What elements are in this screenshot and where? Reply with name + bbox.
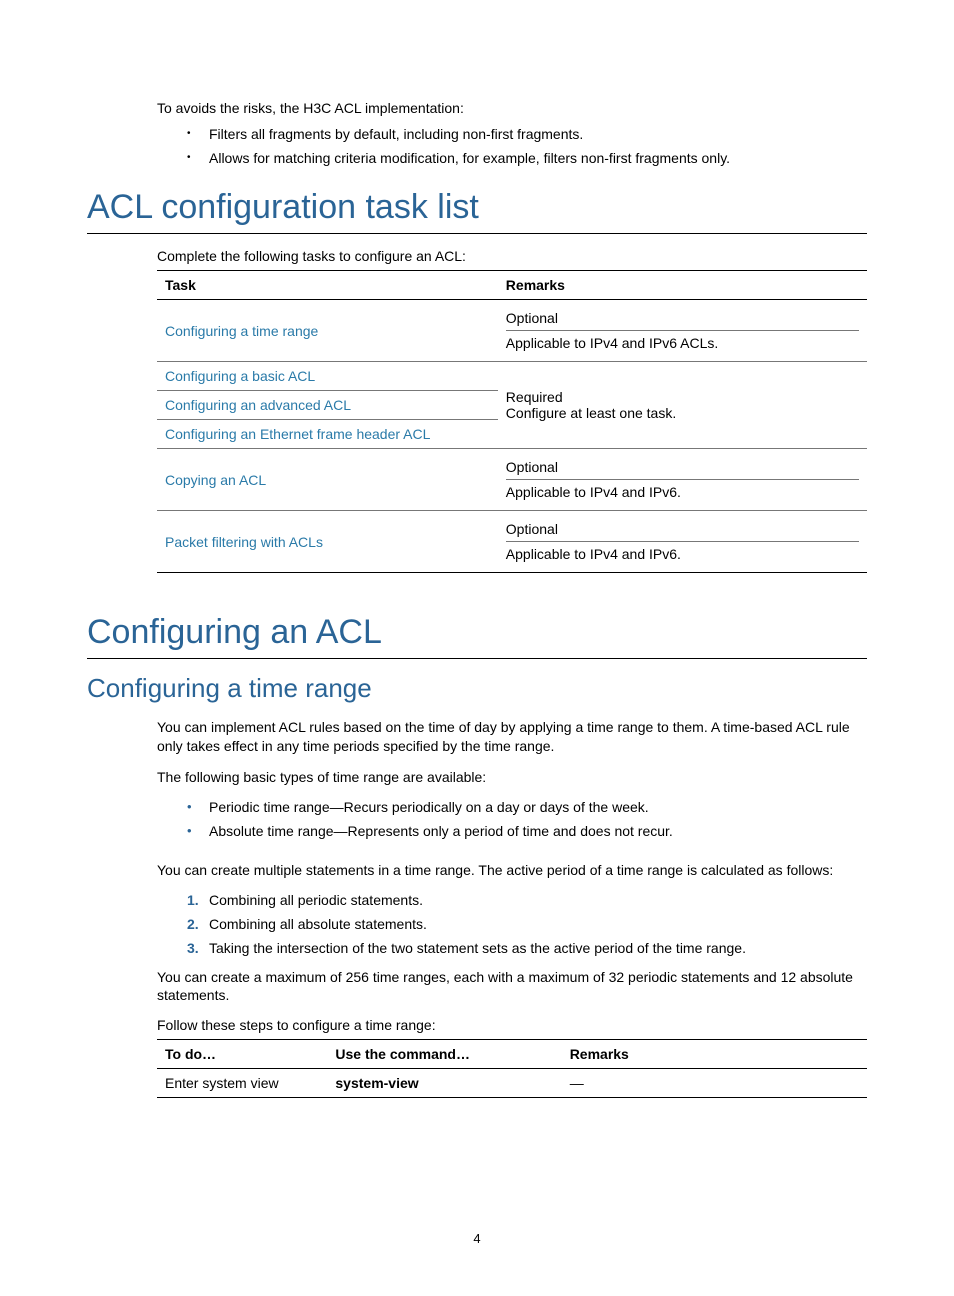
type-bullet: Absolute time range—Represents only a pe… — [187, 823, 867, 839]
task-link[interactable]: Configuring a basic ACL — [157, 362, 498, 391]
task-remarks: Optional Applicable to IPv4 and IPv6. — [498, 511, 867, 573]
task-link[interactable]: Configuring an advanced ACL — [157, 391, 498, 420]
body-paragraph: You can create multiple statements in a … — [157, 861, 867, 880]
remark-line: Applicable to IPv4 and IPv6 ACLs. — [506, 330, 859, 355]
intro-bullet: Filters all fragments by default, includ… — [187, 126, 867, 142]
task-link[interactable]: Configuring a time range — [157, 300, 498, 362]
table-row: Enter system view system-view — — [157, 1069, 867, 1098]
remark-line: Configure at least one task. — [506, 405, 676, 421]
step-item: 2. Combining all absolute statements. — [187, 916, 867, 932]
table-row: Configuring a time range Optional Applic… — [157, 300, 867, 362]
steps-list: 1. Combining all periodic statements. 2. C… — [187, 892, 867, 956]
step-text: Taking the intersection of the two state… — [209, 940, 746, 956]
page-number: 4 — [0, 1231, 954, 1246]
remark-line: Optional — [506, 306, 859, 330]
subheading-time-range: Configuring a time range — [87, 673, 867, 704]
cmd-col-remarks: Remarks — [562, 1040, 867, 1069]
step-item: 3. Taking the intersection of the two sta… — [187, 940, 867, 956]
step-item: 1. Combining all periodic statements. — [187, 892, 867, 908]
heading-config-acl: Configuring an ACL — [87, 613, 867, 659]
intro-bullet-list: Filters all fragments by default, includ… — [187, 126, 867, 166]
heading-task-list: ACL configuration task list — [87, 188, 867, 234]
tasklist-subhead: Complete the following tasks to configur… — [157, 248, 867, 264]
remark-line: Required — [506, 389, 563, 405]
cmd-remarks: — — [562, 1069, 867, 1098]
intro-lead: To avoids the risks, the H3C ACL impleme… — [157, 100, 867, 116]
remark-line: Optional — [506, 455, 859, 479]
remark-line: Applicable to IPv4 and IPv6. — [506, 541, 859, 566]
step-number: 3. — [187, 940, 199, 956]
type-bullet-list: Periodic time range—Recurs periodically … — [187, 799, 867, 839]
remark-line: Applicable to IPv4 and IPv6. — [506, 479, 859, 504]
remarks-col-header: Remarks — [498, 271, 867, 300]
cmd-col-todo: To do… — [157, 1040, 327, 1069]
cmd-col-command: Use the command… — [327, 1040, 561, 1069]
step-number: 1. — [187, 892, 199, 908]
cmd-command: system-view — [327, 1069, 561, 1098]
step-text: Combining all absolute statements. — [209, 916, 427, 932]
table-row: Copying an ACL Optional Applicable to IP… — [157, 449, 867, 511]
body-paragraph: Follow these steps to configure a time r… — [157, 1017, 867, 1033]
cmd-todo: Enter system view — [157, 1069, 327, 1098]
task-link[interactable]: Copying an ACL — [157, 449, 498, 511]
step-number: 2. — [187, 916, 199, 932]
body-paragraph: The following basic types of time range … — [157, 768, 867, 787]
task-col-header: Task — [157, 271, 498, 300]
table-row: Configuring a basic ACL Required Configu… — [157, 362, 867, 391]
step-text: Combining all periodic statements. — [209, 892, 423, 908]
remark-line: Optional — [506, 517, 859, 541]
type-bullet: Periodic time range—Recurs periodically … — [187, 799, 867, 815]
command-table: To do… Use the command… Remarks Enter sy… — [157, 1039, 867, 1098]
task-table: Task Remarks Configuring a time range Op… — [157, 270, 867, 573]
body-paragraph: You can implement ACL rules based on the… — [157, 718, 867, 756]
task-link[interactable]: Packet filtering with ACLs — [157, 511, 498, 573]
table-row: Packet filtering with ACLs Optional Appl… — [157, 511, 867, 573]
intro-bullet: Allows for matching criteria modificatio… — [187, 150, 867, 166]
task-remarks-group: Required Configure at least one task. — [498, 362, 867, 449]
task-remarks: Optional Applicable to IPv4 and IPv6. — [498, 449, 867, 511]
task-link[interactable]: Configuring an Ethernet frame header ACL — [157, 420, 498, 449]
body-paragraph: You can create a maximum of 256 time ran… — [157, 968, 867, 1006]
task-remarks: Optional Applicable to IPv4 and IPv6 ACL… — [498, 300, 867, 362]
